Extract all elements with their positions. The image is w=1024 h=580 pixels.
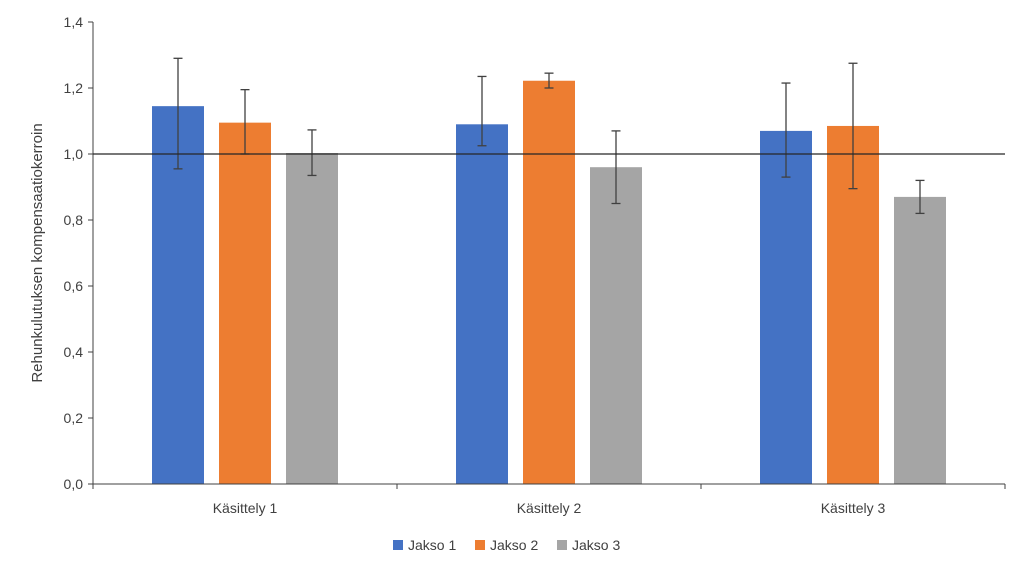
legend-label: Jakso 1 (408, 537, 456, 553)
bars (152, 80, 946, 485)
legend-swatch (475, 540, 485, 550)
bar (894, 196, 946, 484)
bar (760, 130, 812, 484)
legend-swatch (393, 540, 403, 550)
error-bars (173, 57, 925, 215)
x-category-label: Käsittely 2 (517, 500, 582, 516)
y-tick-label: 0,0 (64, 476, 84, 492)
legend-label: Jakso 3 (572, 537, 620, 553)
bar (286, 153, 338, 484)
legend-swatch (557, 540, 567, 550)
y-tick-label: 1,2 (64, 80, 84, 96)
legend-label: Jakso 2 (490, 537, 538, 553)
x-category-label: Käsittely 1 (213, 500, 278, 516)
y-tick-label: 0,4 (64, 344, 84, 360)
x-axis: Käsittely 1 Käsittely 2 Käsittely 3 (92, 483, 1006, 516)
y-tick-label: 0,8 (64, 212, 84, 228)
bar (456, 124, 508, 485)
y-axis: 0,0 0,2 0,4 0,6 0,8 1,0 1,2 1,4 (64, 14, 94, 492)
y-axis-title: Rehunkulutuksen kompensaatiokerroin (29, 123, 46, 382)
y-tick-label: 1,0 (64, 146, 84, 162)
y-tick-label: 0,2 (64, 410, 84, 426)
x-category-label: Käsittely 3 (821, 500, 886, 516)
bar (590, 167, 642, 484)
y-tick-label: 1,4 (64, 14, 84, 30)
legend: Jakso 1 Jakso 2 Jakso 3 (393, 537, 620, 553)
bar (523, 80, 575, 485)
y-tick-label: 0,6 (64, 278, 84, 294)
bar (219, 122, 271, 485)
